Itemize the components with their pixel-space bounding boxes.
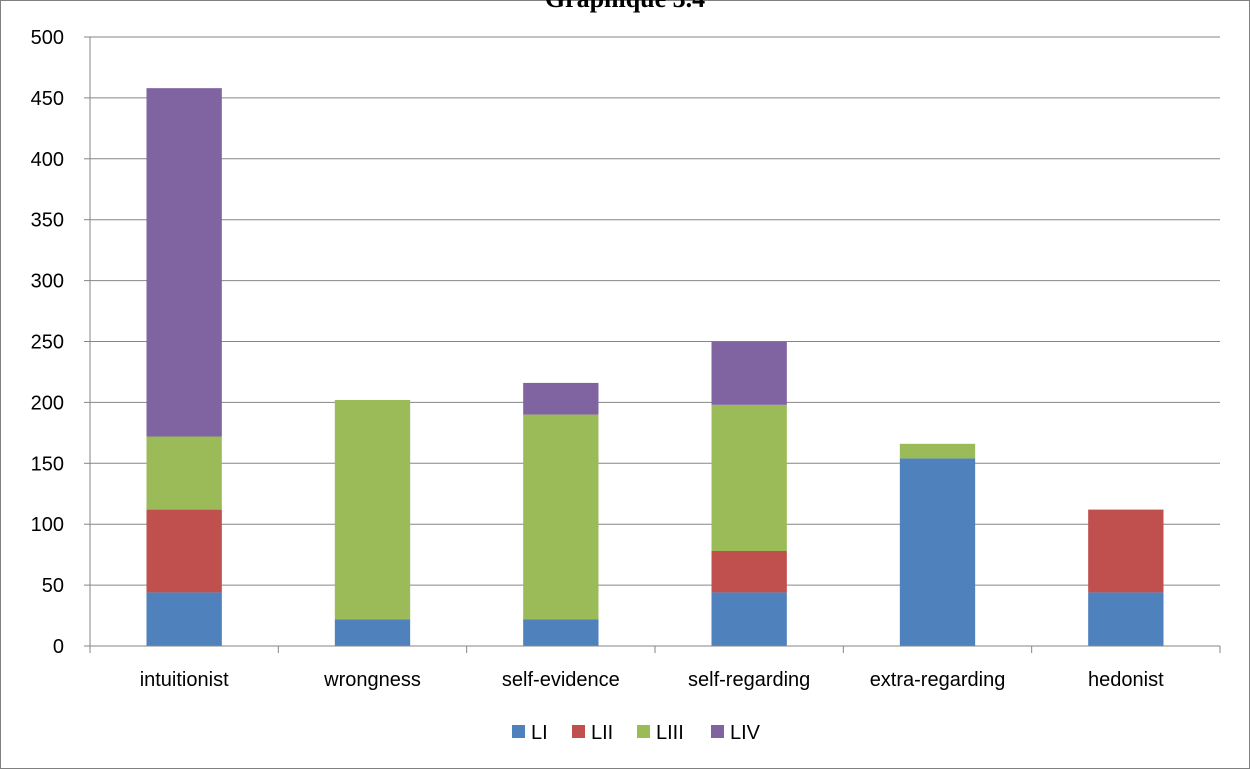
bar-liii-wrongness [334,399,411,620]
x-tick-labels: intuitionist wrongness self-evidence self-r… [140,669,1164,691]
legend-swatch-lii [572,725,585,738]
legend-swatch-li [512,725,525,738]
bar-li-extra-regarding [899,458,976,646]
x-tick-label: intuitionist [140,669,229,691]
legend-label-liii: LIII [656,722,684,744]
y-tick-label: 0 [53,636,64,658]
legend-label-li: LI [531,722,548,744]
y-tick-label: 200 [31,392,64,414]
x-tick-label: self-regarding [688,669,810,691]
y-tick-label: 450 [31,88,64,110]
gridlines [90,36,1220,586]
x-tick-label: hedonist [1088,669,1164,691]
x-tick-label: self-evidence [502,669,620,691]
bar-liii-self-evidence [523,414,599,620]
bar-liii-self-regarding [711,404,787,551]
axes [84,36,1221,653]
y-tick-label: 350 [31,210,64,232]
x-tick-label: wrongness [323,669,421,691]
legend: LI LII LIII LIV [512,722,761,744]
bar-liv-self-regarding [711,341,787,405]
bar-li-wrongness [334,619,411,646]
legend-swatch-liv [711,725,724,738]
y-tick-label: 150 [31,453,64,475]
bar-li-self-regarding [711,592,787,646]
legend-label-lii: LII [591,722,613,744]
y-tick-label: 250 [31,332,64,354]
y-tick-label: 500 [31,27,64,49]
bar-lii-hedonist [1088,509,1164,593]
x-tick-label: extra-regarding [870,669,1006,691]
bar-liii-intuitionist [146,436,222,510]
y-tick-label: 100 [31,514,64,536]
y-tick-labels: 0 50 100 150 200 250 300 350 400 450 500 [31,27,64,658]
bars [146,88,1164,646]
legend-swatch-liii [637,725,650,738]
bar-lii-intuitionist [146,509,222,593]
bar-liv-intuitionist [146,88,222,437]
bar-lii-self-regarding [711,550,787,593]
bar-li-self-evidence [523,619,599,646]
bar-liv-self-evidence [523,382,599,415]
bar-li-intuitionist [146,592,222,646]
chart-title: Graphique 3.4 [0,0,1250,14]
y-tick-label: 400 [31,149,64,171]
bar-li-hedonist [1088,592,1164,646]
legend-label-liv: LIV [730,722,761,744]
y-tick-label: 300 [31,271,64,293]
y-tick-label: 50 [42,575,64,597]
bar-liii-extra-regarding [899,443,976,459]
